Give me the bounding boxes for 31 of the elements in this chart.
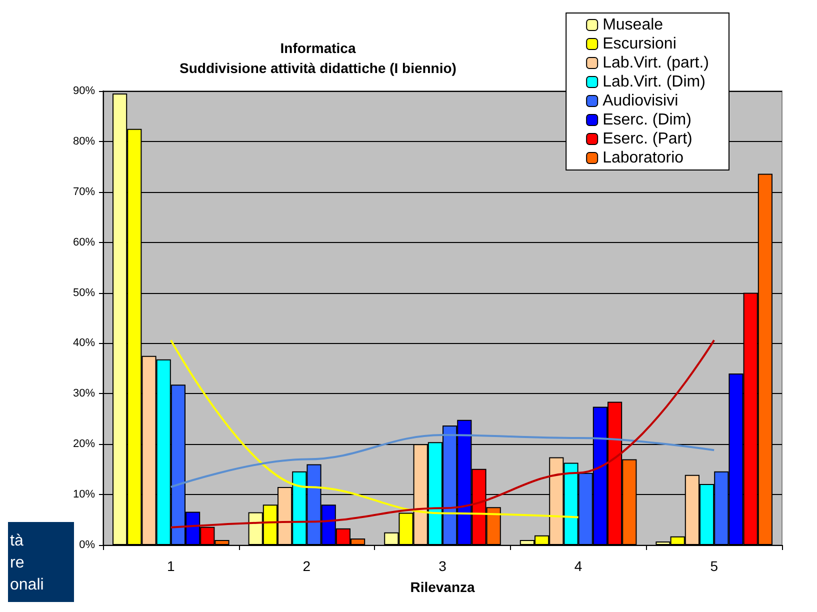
y-tick-label: 0% [79, 539, 96, 551]
x-tick-label: 5 [710, 558, 718, 574]
x-tick-label: 4 [574, 558, 582, 574]
x-tick-label: 1 [167, 558, 175, 574]
y-tick-label: 10% [72, 488, 96, 501]
y-tick-label: 60% [72, 236, 96, 248]
y-tick-label: 40% [72, 337, 96, 350]
legend-label: Escursioni [602, 36, 676, 52]
legend-label: Eserc. (Dim) [602, 112, 692, 128]
x-axis-title: Rilevanza [410, 579, 476, 595]
text: re [10, 554, 24, 572]
legend-label: Audiovisivi [602, 92, 678, 110]
y-tick-label: 50% [72, 286, 96, 299]
line-series [170, 434, 716, 488]
legend-label: Laboratorio [602, 150, 684, 166]
legend-label: Lab.Virt. (Dim) [602, 74, 706, 90]
text: tà [10, 532, 24, 550]
y-tick-label: 30% [72, 388, 96, 400]
y-tick-label: 20% [72, 438, 96, 450]
y-tick-label: 80% [72, 135, 96, 148]
x-tick-label: 3 [438, 558, 447, 574]
text: onali [10, 576, 44, 594]
line-series [170, 339, 716, 528]
x-tick-label: 2 [302, 558, 311, 574]
chart-subtitle: Suddivisione attività didattiche (I biennio) [180, 60, 456, 76]
y-tick-label: 70% [72, 186, 96, 198]
y-tick-label: 90% [72, 85, 96, 97]
legend-label: Museale [602, 16, 664, 34]
legend-label: Eserc. (Part) [602, 130, 692, 148]
legend-label: Lab.Virt. (part.) [602, 54, 710, 72]
chart-title: Informatica [280, 40, 356, 56]
